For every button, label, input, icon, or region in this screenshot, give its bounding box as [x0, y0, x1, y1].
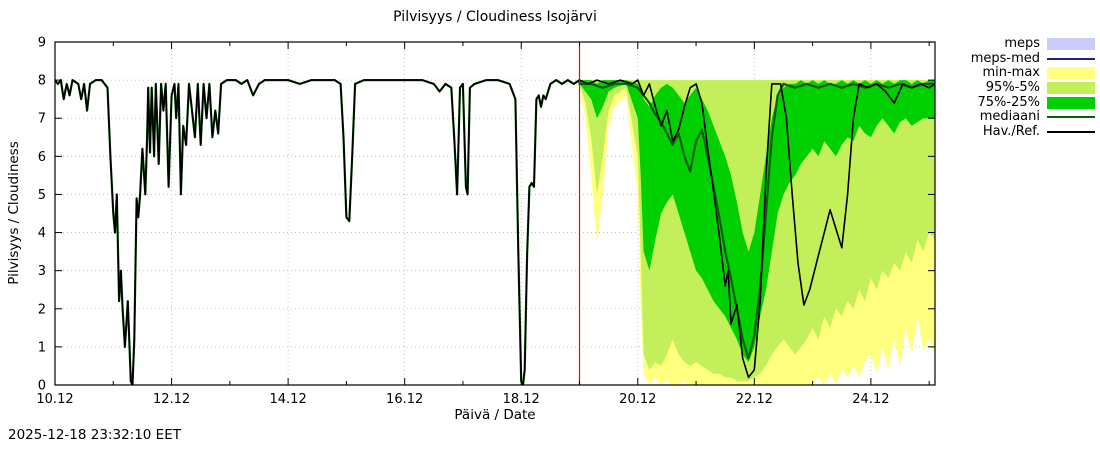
x-tick-label: 10.12 — [36, 392, 73, 407]
y-axis-label: Pilvisyys / Cloudiness — [6, 141, 22, 285]
legend-label: Hav./Ref. — [982, 123, 1040, 139]
legend-label: 95%-5% — [985, 80, 1040, 96]
legend-swatch-line — [1047, 130, 1095, 133]
forecast-bands — [579, 80, 935, 385]
y-tick-label: 0 — [38, 379, 46, 394]
legend-item-mediaani: mediaani — [923, 110, 1095, 125]
y-tick-label: 4 — [38, 226, 46, 241]
y-tick-label: 9 — [38, 36, 46, 51]
y-tick-label: 5 — [38, 188, 46, 203]
x-tick-label: 16.12 — [386, 392, 423, 407]
legend-item-meps-med: meps-med — [923, 50, 1095, 67]
y-tick-label: 8 — [38, 74, 46, 89]
legend-item-95-5: 95%-5% — [923, 81, 1095, 96]
x-axis-label: Päivä / Date — [454, 407, 536, 423]
plot-border — [54, 41, 936, 386]
x-tick-label: 12.12 — [153, 392, 190, 407]
x-tick-label: 18.12 — [503, 392, 540, 407]
legend-swatch-band — [1047, 38, 1095, 51]
legend: meps meps-med min-max 95%-5% 75%-25% mediaani… — [923, 37, 1095, 139]
axis-ticks: 10.12 12.12 14.12 16.12 18.12 20.12 22.12 24.12… — [36, 36, 935, 407]
x-tick-label: 22.12 — [736, 392, 773, 407]
legend-label: meps — [1004, 36, 1040, 52]
legend-label: min-max — [982, 65, 1040, 81]
y-tick-label: 6 — [38, 150, 46, 165]
series-lines — [55, 78, 935, 385]
legend-item-meps: meps — [923, 37, 1095, 52]
y-tick-label: 1 — [38, 340, 46, 355]
legend-swatch-line — [1047, 116, 1095, 119]
legend-label: 75%-25% — [977, 94, 1040, 110]
x-tick-label: 14.12 — [270, 392, 307, 407]
x-tick-label: 24.12 — [852, 392, 889, 407]
y-tick-label: 7 — [38, 112, 46, 127]
chart-title: Pilvisyys / Cloudiness Isojärvi — [393, 9, 597, 25]
legend-item-75-25: 75%-25% — [923, 95, 1095, 110]
x-tick-label: 20.12 — [619, 392, 656, 407]
legend-swatch-band — [1047, 96, 1095, 109]
legend-item-hav-ref: Hav./Ref. — [923, 123, 1095, 140]
band-75%-25% — [579, 80, 935, 363]
legend-label: meps-med — [970, 50, 1040, 66]
series-hav-ref — [55, 79, 935, 385]
legend-item-min-max: min-max — [923, 66, 1095, 81]
legend-label: mediaani — [979, 109, 1040, 125]
legend-swatch-band — [1047, 82, 1095, 95]
legend-swatch-band — [1047, 67, 1095, 80]
generation-timestamp: 2025-12-18 23:32:10 EET — [8, 427, 181, 443]
y-tick-label: 2 — [38, 302, 46, 317]
legend-swatch-line — [1047, 57, 1095, 60]
y-tick-label: 3 — [38, 264, 46, 279]
